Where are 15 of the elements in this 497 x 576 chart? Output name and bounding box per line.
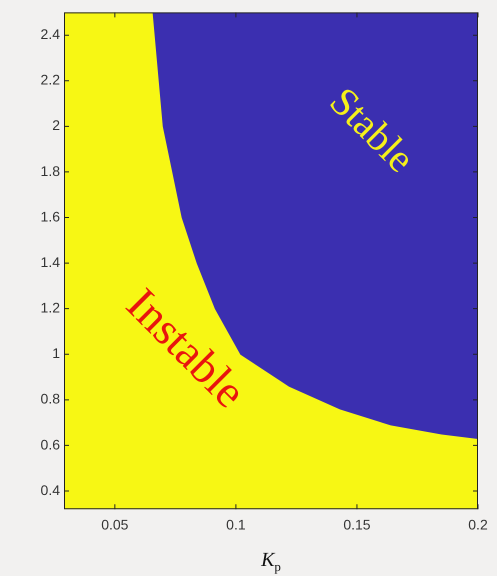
y-tick-label: 2 xyxy=(52,117,60,134)
y-tick-label: 0.6 xyxy=(40,436,60,452)
y-tick-label: 1.4 xyxy=(40,254,60,270)
y-tick-label: 1 xyxy=(52,345,60,362)
x-tick-label: 0.15 xyxy=(343,516,371,532)
x-tick-label: 0.05 xyxy=(101,516,129,532)
y-tick-label: 2.4 xyxy=(40,26,60,42)
y-tick-label: 0.4 xyxy=(40,482,60,498)
x-tick-label: 0.2 xyxy=(468,516,488,532)
y-tick-label: 0.8 xyxy=(40,390,60,407)
x-tick-label: 0.1 xyxy=(226,516,246,532)
y-tick-label: 1.8 xyxy=(40,162,60,179)
y-tick-label: 1.2 xyxy=(40,300,60,316)
y-tick-label: 1.6 xyxy=(40,208,60,224)
y-tick-label: 2.2 xyxy=(40,72,60,88)
